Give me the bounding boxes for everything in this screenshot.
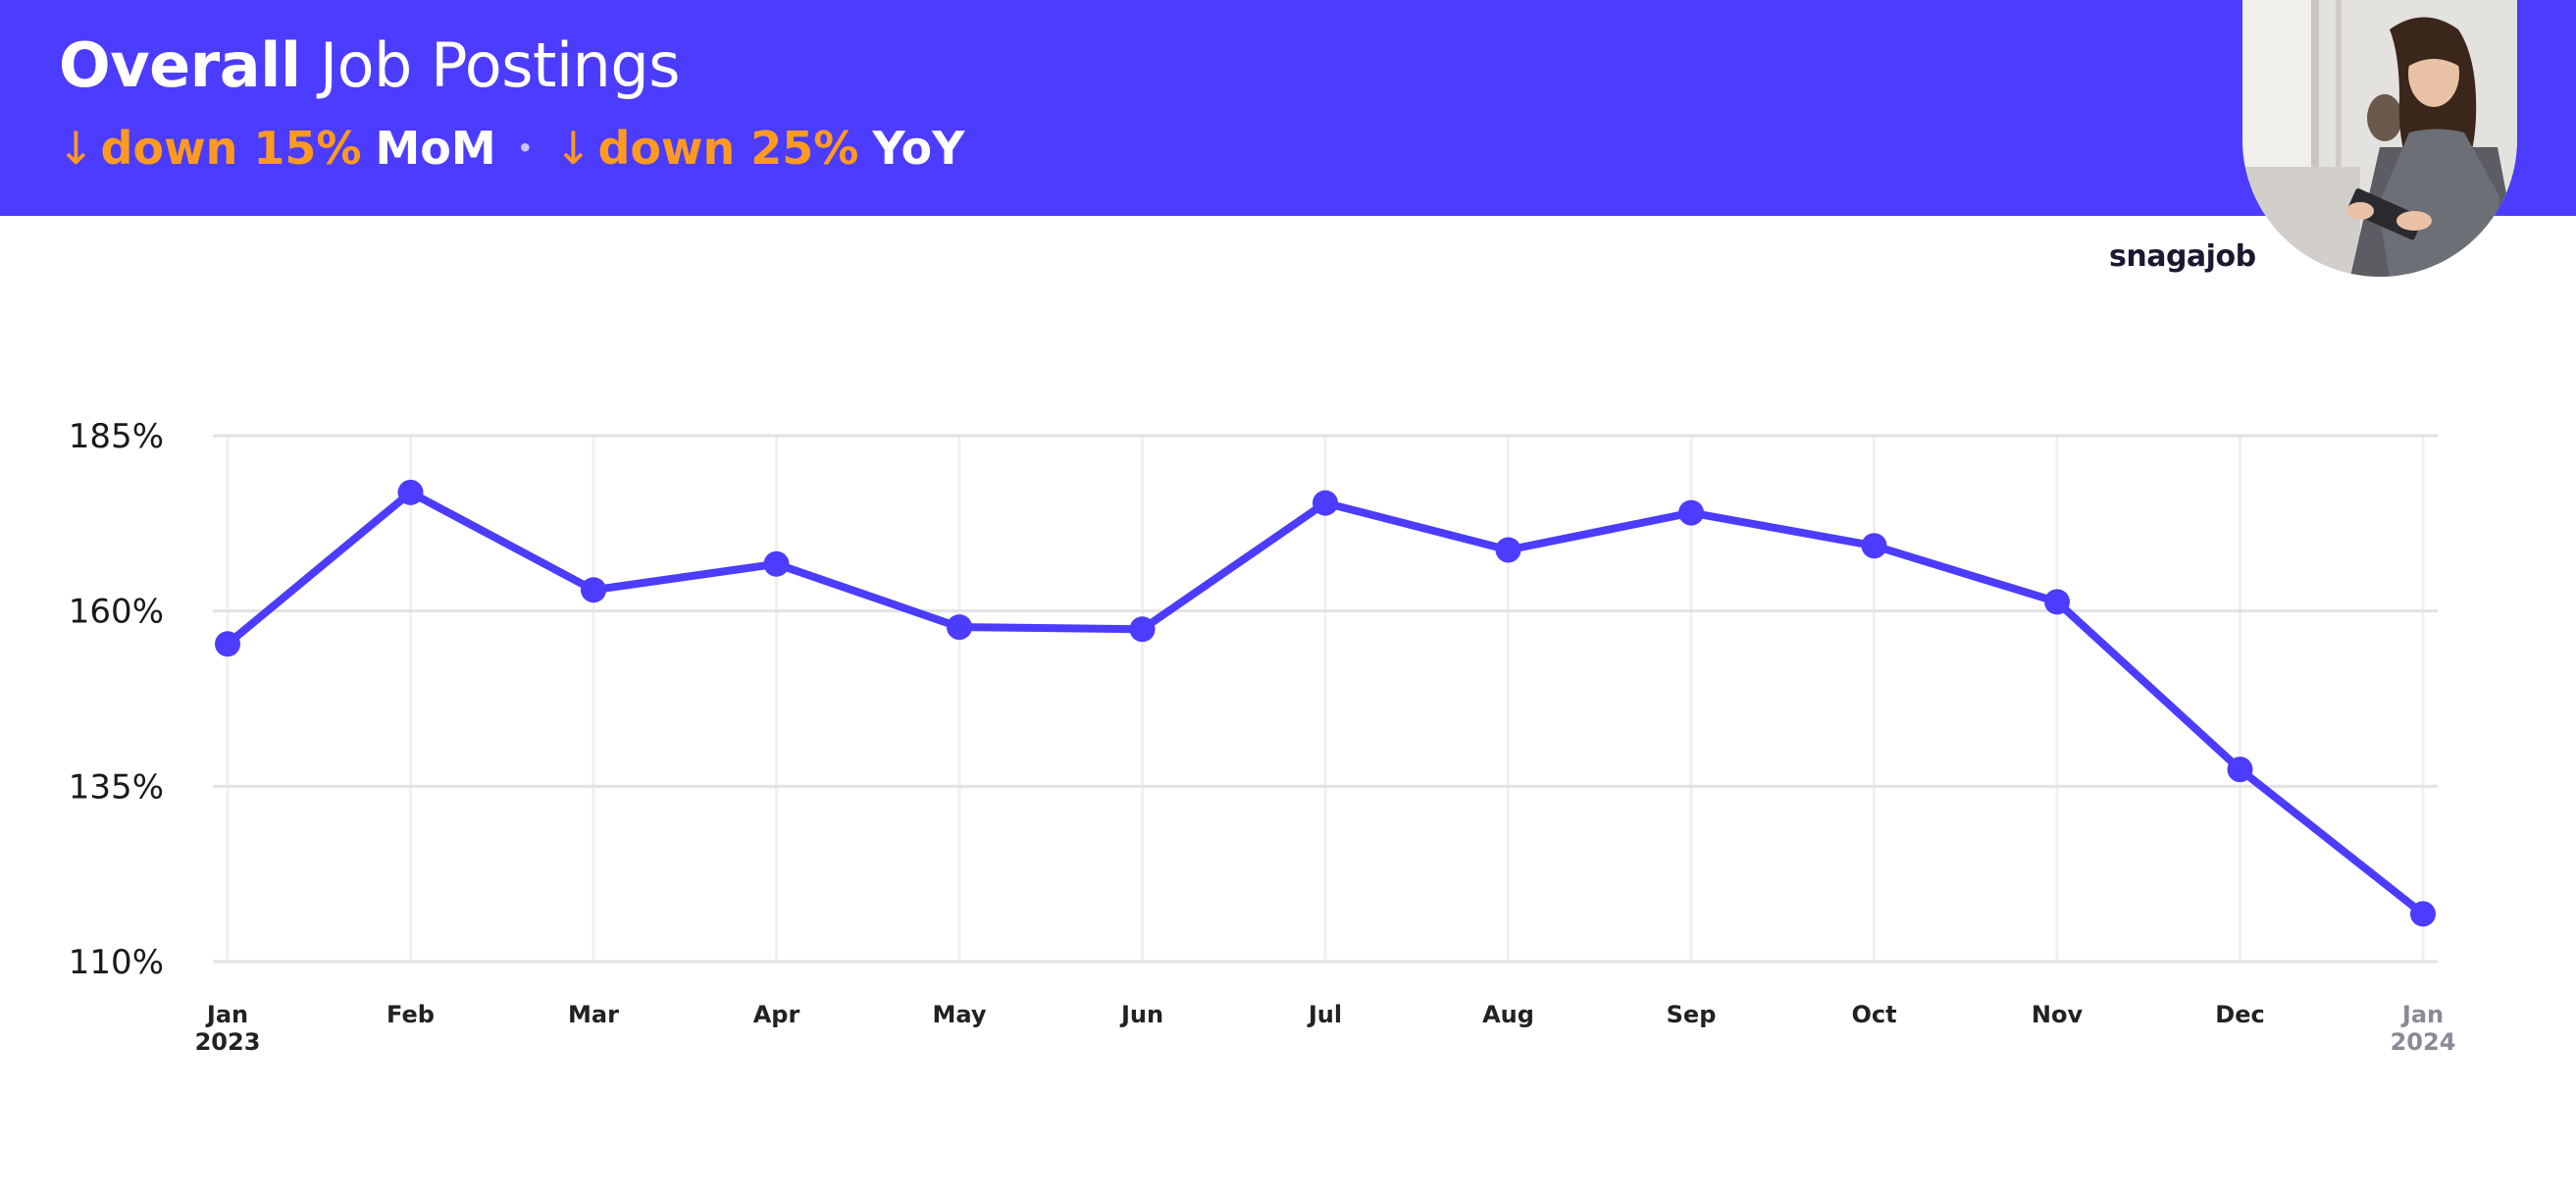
vertical-gridlines — [226, 436, 2425, 962]
data-point — [2044, 589, 2070, 615]
x-tick-label: Mar — [568, 1001, 619, 1028]
mom-change: down 15% — [100, 122, 362, 175]
x-tick-label: Apr — [753, 1001, 800, 1028]
yoy-label: YoY — [872, 122, 965, 175]
header-banner: Overall Job Postings ↓ down 15% MoM • ↓ … — [0, 0, 2576, 216]
data-point — [215, 631, 240, 657]
x-tick-label: Jun — [1119, 1001, 1163, 1028]
x-tick-label: Aug — [1482, 1001, 1534, 1028]
title-rest: Job Postings — [319, 29, 681, 101]
y-tick-label: 110% — [69, 943, 164, 982]
x-tick-label: Jan — [2400, 1001, 2444, 1028]
y-tick-label: 135% — [69, 767, 164, 807]
data-point — [947, 614, 972, 641]
down-arrow-icon: ↓ — [553, 122, 592, 175]
x-tick-label: Sep — [1667, 1001, 1717, 1028]
stat-separator: • — [517, 134, 533, 162]
yoy-change: down 25% — [597, 122, 859, 175]
y-tick-label: 160% — [69, 593, 164, 632]
data-point — [397, 479, 424, 505]
brand-logo: snagajob — [2109, 239, 2256, 274]
data-point — [763, 550, 790, 577]
down-arrow-icon: ↓ — [57, 122, 95, 175]
data-point — [1495, 537, 1521, 563]
data-point — [2410, 901, 2436, 927]
data-point — [1678, 499, 1704, 526]
x-tick-label: Nov — [2032, 1001, 2084, 1028]
x-tick-label: Feb — [386, 1001, 435, 1028]
data-point — [1129, 616, 1156, 643]
x-tick-label: Jan — [205, 1001, 248, 1028]
data-point — [581, 577, 606, 603]
x-tick-label: Jul — [1307, 1001, 1342, 1028]
mom-label: MoM — [375, 122, 496, 175]
x-tick-label: May — [933, 1001, 987, 1028]
data-point — [1861, 533, 1887, 559]
x-tick-year-label: 2023 — [195, 1028, 261, 1056]
x-tick-label: Dec — [2215, 1001, 2264, 1028]
series-layer — [215, 479, 2436, 927]
y-tick-label: 185% — [69, 417, 164, 456]
data-point — [1313, 490, 1338, 516]
data-point — [2227, 757, 2253, 783]
x-tick-year-label: 2024 — [2391, 1028, 2456, 1056]
x-tick-label: Oct — [1851, 1001, 1896, 1028]
title-bold: Overall — [59, 29, 301, 101]
page-title: Overall Job Postings — [59, 29, 681, 101]
change-stats: ↓ down 15% MoM • ↓ down 25% YoY — [57, 122, 964, 175]
y-axis-ticks: 110% 135% 160% 185% — [69, 417, 164, 982]
